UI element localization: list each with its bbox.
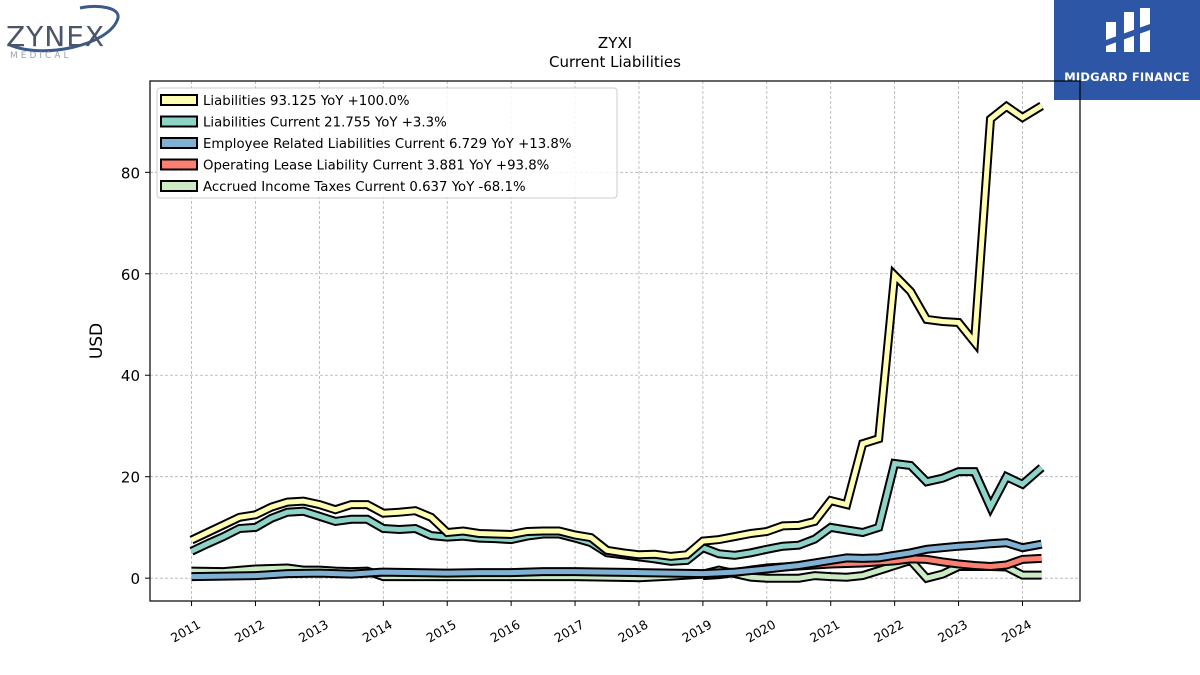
plot-frame [149, 80, 1081, 602]
x-tick-label: 2017 [552, 617, 587, 646]
legend-item: Liabilities Current 21.755 YoY +3.3% [160, 115, 447, 131]
x-tick-label: 2018 [615, 617, 650, 646]
legend-label: Accrued Income Taxes Current 0.637 YoY -… [203, 180, 526, 195]
chart-subtitle: Current Liabilities [549, 53, 681, 71]
legend-swatch [160, 115, 198, 128]
x-tick-label: 2020 [743, 617, 778, 646]
legend: Liabilities 93.125 YoY +100.0% Liabilitie… [156, 87, 618, 199]
x-tick-label: 2013 [296, 617, 331, 646]
x-tick-label: 2012 [232, 617, 267, 646]
midgard-finance-logo: MIDGARD FINANCE [1054, 0, 1200, 100]
y-axis-ticks: 0 20 40 60 80 [121, 164, 150, 588]
legend-label: Liabilities 93.125 YoY +100.0% [203, 94, 409, 109]
x-tick-label: 2021 [807, 617, 842, 646]
legend-swatch [160, 137, 198, 149]
chart-title: ZYXI [598, 34, 632, 52]
legend-label: Operating Lease Liability Current 3.881 … [203, 159, 549, 174]
x-axis-ticks: 2011 2012 2013 2014 2015 2016 2017 2018 2019 2020… [168, 601, 1034, 646]
y-tick-label: 80 [121, 164, 140, 182]
series-line [191, 538, 1043, 582]
legend-item: Liabilities 93.125 YoY +100.0% [160, 94, 409, 109]
x-tick-label: 2016 [488, 617, 523, 646]
legend-item: Operating Lease Liability Current 3.881 … [160, 158, 549, 174]
x-tick-label: 2022 [871, 617, 906, 646]
series-line [189, 100, 1044, 561]
series-lines [189, 100, 1045, 584]
logo-sub-text: MEDICAL [10, 51, 72, 61]
x-tick-label: 2011 [168, 617, 203, 646]
legend-swatch [160, 180, 198, 192]
legend-item: Employee Related Liabilities Current 6.7… [160, 137, 572, 152]
zynex-medical-logo: ZYNEX MEDICAL [0, 0, 130, 64]
legend-swatch [160, 158, 198, 171]
y-tick-label: 0 [130, 570, 140, 588]
x-tick-label: 2014 [360, 617, 395, 646]
x-tick-label: 2023 [935, 617, 970, 646]
legend-label: Liabilities Current 21.755 YoY +3.3% [203, 116, 447, 131]
legend-box [156, 87, 618, 199]
midgard-brand-text: MIDGARD FINANCE [1064, 70, 1190, 84]
x-tick-label: 2015 [424, 617, 459, 646]
y-tick-label: 40 [121, 367, 140, 385]
legend-label: Employee Related Liabilities Current 6.7… [203, 137, 572, 152]
midgard-emblem-icon [1106, 8, 1150, 52]
zynex-swoosh-icon: ZYNEX MEDICAL [6, 4, 120, 61]
y-tick-label: 20 [121, 469, 140, 487]
legend-swatch [160, 94, 198, 106]
x-tick-label: 2019 [679, 617, 714, 646]
x-tick-label: 2024 [999, 617, 1034, 646]
legend-item: Accrued Income Taxes Current 0.637 YoY -… [160, 180, 526, 195]
y-axis-label: USD [87, 323, 107, 359]
y-tick-label: 60 [121, 266, 140, 284]
logo-brand-text: ZYNEX [6, 20, 105, 53]
